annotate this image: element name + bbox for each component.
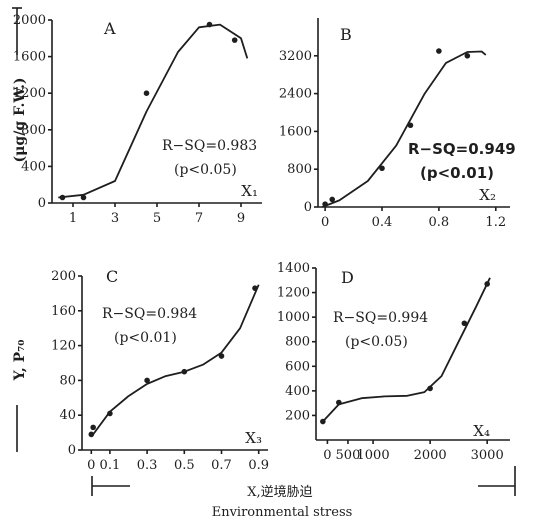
x-tick-label-d: 3000 <box>471 448 504 463</box>
data-point-b <box>379 165 385 172</box>
data-point-b <box>464 53 471 59</box>
y-tick-label-d: 600 <box>285 359 310 374</box>
panel-b: 0 800 1600 2400 3200 0 0.4 0.8 1.2 B R−SQ=0.949 (p<… <box>279 18 516 230</box>
x-tick-label-d: 1000 <box>357 448 390 463</box>
y-tick-label-a: 1200 <box>13 86 46 101</box>
y-axis-label-top: (μg/g F.W.) <box>12 78 28 163</box>
data-point-a <box>143 90 150 96</box>
y-tick-label-d: 800 <box>285 335 310 350</box>
x-axis-label-cn: X,逆境胁迫 <box>247 484 312 500</box>
y-tick-label-b: 0 <box>304 200 312 215</box>
x-variable-c: X₃ <box>245 429 262 447</box>
y-tick-label-a: 400 <box>21 159 46 174</box>
data-point-c <box>218 353 225 359</box>
x-variable-a: X₁ <box>241 182 258 200</box>
data-point-a <box>206 21 213 28</box>
x-tick-label-a: 1 <box>69 211 77 226</box>
r-squared-d: R−SQ=0.994 <box>333 310 428 326</box>
y-tick-label-d: 1200 <box>277 286 310 301</box>
x-tick-label-c: 0.3 <box>137 458 158 473</box>
y-tick-label-a: 0 <box>38 196 46 211</box>
r-squared-a: R−SQ=0.983 <box>162 138 257 154</box>
y-tick-label-d: 400 <box>285 384 310 399</box>
panel-letter-b: B <box>340 25 352 44</box>
fit-curve-c <box>90 284 260 438</box>
x-variable-b: X₂ <box>479 186 496 204</box>
y-tick-label-d: 1400 <box>277 261 310 276</box>
data-point-b <box>407 122 414 129</box>
data-point-c <box>107 410 113 417</box>
x-tick-label-b: 1.2 <box>485 215 506 230</box>
y-tick-label-c: 200 <box>51 269 76 284</box>
fit-curve-d <box>321 277 491 424</box>
p-value-c: (p<0.01) <box>114 330 177 346</box>
y-axis-label-bottom-text: Y, P₇₀ <box>12 340 28 382</box>
y-tick-label-a: 800 <box>21 123 46 138</box>
x-axis-label-en: Environmental stress <box>212 505 353 520</box>
data-point-d <box>461 320 468 327</box>
data-point-d <box>320 418 326 425</box>
x-tick-label-d: 0 <box>323 448 331 463</box>
y-tick-label-b: 2400 <box>279 87 312 102</box>
y-tick-label-d: 200 <box>285 408 310 423</box>
panel-letter-d: D <box>341 268 354 287</box>
r-squared-b: R−SQ=0.949 <box>408 140 516 158</box>
r-squared-c: R−SQ=0.984 <box>102 306 197 322</box>
x-tick-label-b: 0 <box>321 215 329 230</box>
p-value-d: (p<0.05) <box>345 334 408 350</box>
panel-letter-a: A <box>103 19 116 38</box>
x-tick-label-c: 0.7 <box>211 458 232 473</box>
y-tick-label-b: 800 <box>287 162 312 177</box>
data-point-b <box>322 201 328 207</box>
fit-curve-a <box>58 23 249 199</box>
data-point-c <box>90 424 96 431</box>
x-tick-label-c: 0.5 <box>174 458 195 473</box>
data-point-c <box>252 285 258 291</box>
x-tick-label-d: 2000 <box>414 448 447 463</box>
x-tick-label-c: 0.1 <box>100 458 121 473</box>
panel-c: 0 40 80 120 160 200 0 0.1 0.3 0.5 0.7 0.9 C R−SQ=0.98… <box>51 267 269 473</box>
data-point-a <box>59 194 66 201</box>
x-tick-label-c: 0.9 <box>248 458 269 473</box>
y-tick-label-b: 3200 <box>279 49 312 64</box>
y-tick-label-c: 0 <box>68 443 76 458</box>
data-point-d <box>336 399 342 406</box>
y-tick-label-b: 1600 <box>279 124 312 139</box>
y-tick-label-d: 1000 <box>277 310 310 325</box>
data-point-c <box>181 368 188 375</box>
y-tick-label-a: 2000 <box>13 13 46 28</box>
y-axis-label-top-text: (μg/g F.W.) <box>12 78 28 163</box>
x-tick-label-a: 7 <box>195 211 203 226</box>
panel-a: 0 400 800 1200 1600 2000 1 3 5 7 9 A R−SQ=0.983 (p<0.… <box>13 13 262 226</box>
data-point-d <box>484 281 490 287</box>
x-variable-d: X₄ <box>473 422 490 440</box>
data-point-d <box>427 385 433 392</box>
x-tick-label-a: 5 <box>153 211 161 226</box>
p-value-b: (p<0.01) <box>420 164 494 182</box>
y-tick-label-a: 1600 <box>13 50 46 65</box>
y-tick-label-c: 80 <box>59 373 76 388</box>
data-point-a <box>231 37 238 43</box>
y-tick-label-c: 160 <box>51 304 76 319</box>
p-value-a: (p<0.05) <box>174 162 237 178</box>
x-tick-label-a: 3 <box>111 211 119 226</box>
data-point-c <box>144 377 150 384</box>
fit-curve-b <box>321 50 487 208</box>
data-point-b <box>436 48 442 54</box>
y-tick-label-c: 120 <box>51 339 76 354</box>
x-tick-label-b: 0.4 <box>372 215 393 230</box>
x-tick-label-d: 500 <box>336 448 361 463</box>
data-point-c <box>88 431 95 438</box>
y-axis-label-bottom: Y, P₇₀ <box>12 340 28 382</box>
x-tick-label-b: 0.8 <box>429 215 450 230</box>
x-tick-label-a: 9 <box>237 211 245 226</box>
data-point-a <box>80 194 87 201</box>
y-tick-label-c: 40 <box>59 408 76 423</box>
data-point-b <box>329 196 336 203</box>
panel-letter-c: C <box>106 267 118 286</box>
x-tick-label-c: 0 <box>87 458 95 473</box>
